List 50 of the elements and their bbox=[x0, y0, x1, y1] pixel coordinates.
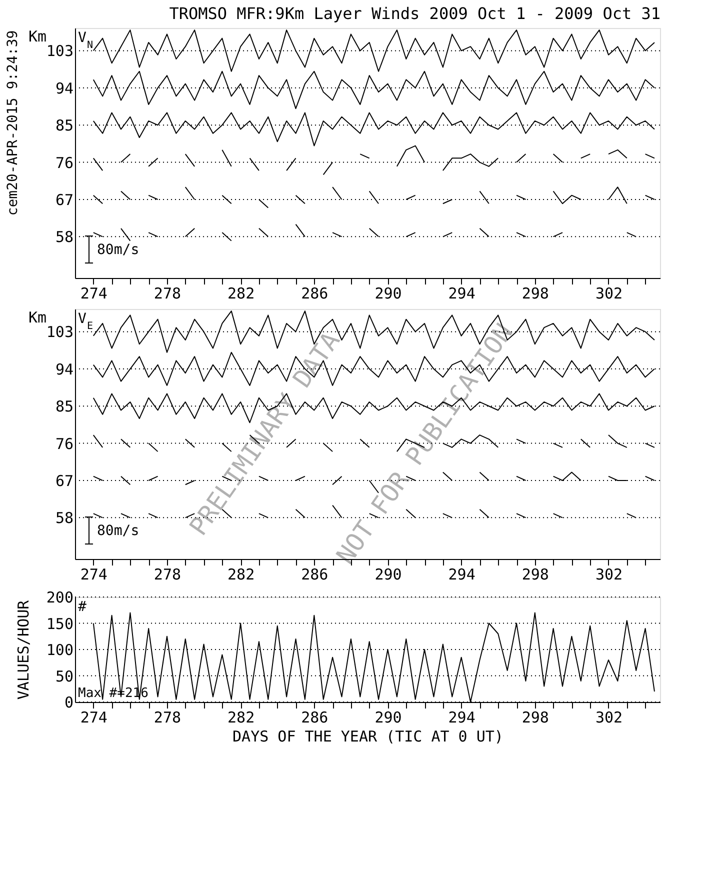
y-tick-label: 85 bbox=[55, 116, 74, 135]
x-tick-label: 282 bbox=[228, 284, 255, 302]
x-tick-label: 298 bbox=[522, 284, 549, 302]
x-tick-label: 278 bbox=[154, 284, 182, 302]
y-axis-title: Km bbox=[28, 28, 47, 46]
y-tick-label: 0 bbox=[64, 694, 74, 712]
y-tick-label: 94 bbox=[55, 360, 74, 378]
x-tick-label: 274 bbox=[80, 708, 108, 726]
y-tick-label: 67 bbox=[55, 472, 74, 490]
x-tick-label: 286 bbox=[301, 708, 328, 726]
annotation: 80m/s bbox=[97, 242, 140, 258]
y-tick-label: 100 bbox=[46, 641, 74, 659]
x-tick-label: 278 bbox=[154, 566, 182, 584]
y-tick-label: 103 bbox=[46, 323, 74, 342]
x-tick-label: 294 bbox=[448, 708, 476, 726]
annotation: 80m/s bbox=[97, 523, 140, 539]
y-tick-label: 50 bbox=[55, 667, 74, 686]
y-tick-label: 58 bbox=[55, 509, 74, 528]
x-tick-label: 274 bbox=[80, 566, 108, 584]
y-tick-label: 76 bbox=[55, 434, 74, 453]
x-tick-label: 286 bbox=[301, 284, 328, 302]
x-tick-label: 290 bbox=[374, 566, 402, 584]
x-tick-label: 282 bbox=[228, 566, 255, 584]
y-tick-label: 103 bbox=[46, 42, 74, 60]
x-tick-label: 298 bbox=[522, 566, 549, 584]
x-tick-label: 278 bbox=[154, 708, 182, 726]
x-tick-label: 274 bbox=[80, 284, 108, 302]
x-tick-label: 302 bbox=[595, 566, 623, 584]
y-tick-label: 150 bbox=[46, 614, 74, 633]
chart-title: TROMSO MFR:9Km Layer Winds 2009 Oct 1 - 2009 Oct 31 bbox=[169, 4, 660, 24]
x-tick-label: 286 bbox=[301, 566, 328, 584]
annotation: # bbox=[78, 599, 87, 615]
y-tick-label: 58 bbox=[55, 228, 74, 246]
y-tick-label: 200 bbox=[46, 588, 74, 606]
x-tick-label: 302 bbox=[595, 708, 623, 726]
x-tick-label: 294 bbox=[448, 284, 476, 302]
y-tick-label: 94 bbox=[55, 79, 74, 98]
x-tick-label: 290 bbox=[374, 708, 402, 726]
x-axis-title: DAYS OF THE YEAR (TIC AT 0 UT) bbox=[232, 728, 504, 746]
y-axis-title: VALUES/HOUR bbox=[14, 599, 32, 700]
y-tick-label: 67 bbox=[55, 190, 74, 209]
x-tick-label: 294 bbox=[448, 566, 476, 584]
text: cem20-APR-2015 9:24:39 bbox=[5, 30, 21, 216]
y-tick-label: 85 bbox=[55, 398, 74, 416]
x-tick-label: 302 bbox=[595, 284, 623, 302]
y-axis-title: Km bbox=[28, 308, 47, 326]
x-tick-label: 298 bbox=[522, 708, 549, 726]
y-tick-label: 76 bbox=[55, 154, 74, 172]
x-tick-label: 282 bbox=[228, 708, 255, 726]
x-tick-label: 290 bbox=[374, 284, 402, 302]
